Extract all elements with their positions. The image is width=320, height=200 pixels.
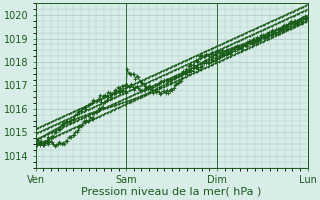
X-axis label: Pression niveau de la mer( hPa ): Pression niveau de la mer( hPa ) <box>82 187 262 197</box>
